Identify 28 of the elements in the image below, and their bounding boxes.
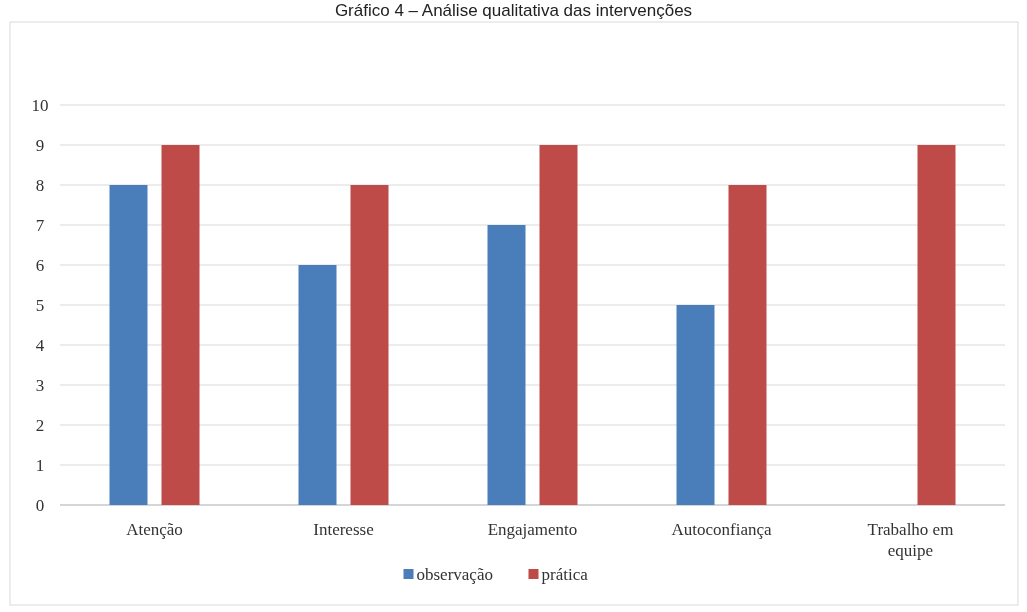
bar — [109, 185, 148, 505]
bar — [487, 225, 526, 505]
bar — [539, 145, 578, 505]
chart-title: Gráfico 4 – Análise qualitativa das intervenções — [334, 1, 693, 20]
bar — [298, 265, 337, 505]
legend-label: observação — [416, 565, 493, 584]
x-tick-label: Interesse — [313, 520, 374, 539]
x-tick-label: Trabalho em equipe — [867, 520, 954, 560]
y-tick-label: 2 — [35, 416, 45, 435]
legend-label: prática — [541, 565, 589, 584]
y-tick-label: 3 — [35, 376, 45, 395]
y-tick-label: 4 — [35, 336, 45, 355]
y-tick-label: 8 — [35, 176, 45, 195]
bar — [350, 185, 389, 505]
y-tick-label: 6 — [35, 256, 45, 275]
y-tick-label: 1 — [35, 456, 45, 475]
bar — [728, 185, 767, 505]
x-tick-label: Engajamento — [487, 520, 578, 539]
y-tick-label: 5 — [35, 296, 45, 315]
x-tick-label: Atenção — [126, 520, 183, 539]
x-tick-label: Autoconfiança — [671, 520, 772, 539]
bar — [917, 145, 956, 505]
bar — [676, 305, 715, 505]
y-tick-label: 0 — [35, 496, 45, 515]
bar — [161, 145, 200, 505]
y-tick-label: 10 — [31, 96, 49, 115]
y-tick-label: 9 — [35, 136, 45, 155]
y-tick-label: 7 — [35, 216, 45, 235]
